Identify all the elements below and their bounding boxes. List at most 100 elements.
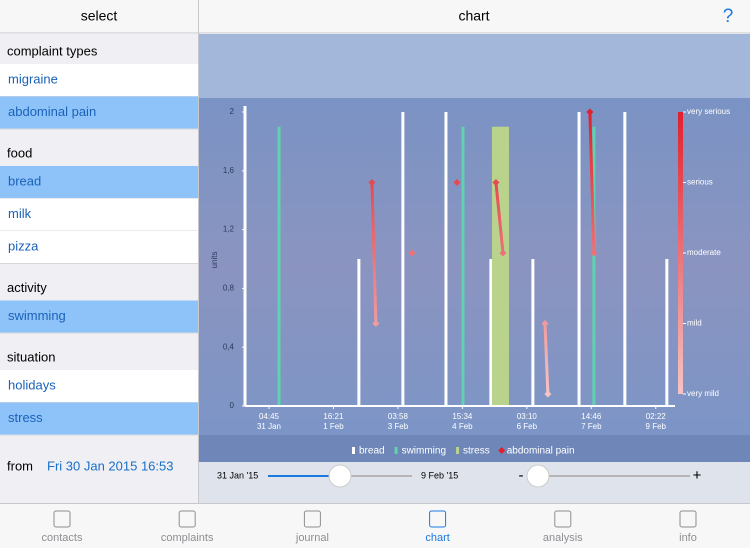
y-tick-label: 0,8 [223,284,235,293]
y-axis-label: units [210,252,219,269]
x-tick-label: 15:34 [452,412,473,421]
y2-tick-label: mild [687,319,702,328]
x-tick-label: 03:10 [517,412,538,421]
y2-tick-label: very mild [687,389,719,398]
y2-tick-label: very serious [687,107,730,116]
legend-label: stress [463,446,490,457]
bar [444,112,448,406]
panel-title: chart [458,8,489,24]
severity-point [541,320,549,328]
legend-marker [394,447,398,454]
list-item[interactable]: swimming [8,308,66,323]
severity-point [590,249,598,257]
tab-label[interactable]: journal [295,532,329,544]
bar [277,126,281,406]
y-tick-label: 1,2 [223,225,235,234]
slider-start: 31 Jan '15 [217,470,258,480]
tab-label[interactable]: complaints [161,532,214,544]
legend-label: swimming [402,446,446,457]
x-tick-label: 03:58 [388,412,409,421]
tab-label[interactable]: info [679,532,697,544]
legend-strip [199,435,750,462]
y2-tick-label: serious [687,178,713,187]
list-row[interactable] [0,96,198,130]
tab-icon[interactable] [53,510,71,528]
y-tick-label: 2 [230,107,235,116]
severity-scale [678,112,683,394]
from-label: from [7,458,33,473]
x-tick-label: 31 Jan [257,422,281,431]
x-tick-label: 04:45 [259,412,280,421]
bar [531,259,535,406]
tab-label[interactable]: analysis [543,532,583,544]
list-row[interactable] [0,231,198,264]
panel-title: select [81,8,118,24]
section-title: activity [7,280,47,295]
severity-point [586,108,594,116]
severity-point [453,179,461,187]
x-tick-label: 9 Feb [646,422,667,431]
top-bar [0,0,750,33]
severity-point [368,179,376,187]
x-tick-label: 6 Feb [517,422,538,431]
section-title: food [7,145,32,160]
section-title: complaint types [7,43,98,58]
legend-marker [456,447,460,454]
bar [577,112,581,406]
tab-icon[interactable] [429,510,447,528]
tab-icon[interactable] [303,510,321,528]
zoom-knob[interactable] [526,464,550,488]
slider-knob[interactable] [328,464,352,488]
tab-icon[interactable] [554,510,572,528]
list-row[interactable] [0,198,198,232]
severity-point [492,179,500,187]
severity-point [372,320,380,328]
legend-label: abdominal pain [507,446,575,457]
from-date[interactable]: Fri 30 Jan 2015 16:53 [47,458,173,473]
severity-point [499,249,507,257]
y2-tick-label: moderate [687,248,721,257]
plot-area [199,98,750,435]
list-item[interactable]: holidays [8,377,56,392]
list-row[interactable] [0,300,198,334]
list-row[interactable] [0,166,198,199]
list-item[interactable]: bread [8,173,41,188]
list-item[interactable]: pizza [8,238,39,253]
list-row[interactable] [0,64,198,97]
list-item[interactable]: milk [8,206,32,221]
x-tick-label: 16:21 [323,412,344,421]
severity-point [544,390,552,398]
tab-icon[interactable] [178,510,196,528]
list-item[interactable]: stress [8,410,43,425]
zoom-out[interactable]: - [519,467,524,484]
span-bar [491,126,509,406]
legend-marker [498,447,506,454]
tab-label[interactable]: chart [425,532,449,544]
slider-end: 9 Feb '15 [421,470,458,480]
bar [665,259,669,406]
legend-marker [352,447,355,454]
severity-point [408,249,416,257]
list-row[interactable] [0,370,198,403]
bar [623,112,627,406]
tab-bar [0,503,750,548]
tab-icon[interactable] [679,510,697,528]
slider-area [199,462,750,503]
zoom-in[interactable]: + [693,467,702,484]
y-tick-label: 0,4 [223,342,235,351]
tab-label[interactable]: contacts [42,532,83,544]
help-button[interactable]: ? [723,6,734,27]
bar [489,259,493,406]
x-tick-label: 7 Feb [581,422,602,431]
x-tick-label: 02:22 [646,412,667,421]
bar [357,259,361,406]
bar [461,126,465,406]
x-tick-label: 3 Feb [388,422,409,431]
list-item[interactable]: migraine [8,71,58,86]
list-row[interactable] [0,402,198,436]
list-item[interactable]: abdominal pain [8,104,96,119]
legend-label: bread [359,446,385,457]
y-tick-label: 0 [230,401,235,410]
